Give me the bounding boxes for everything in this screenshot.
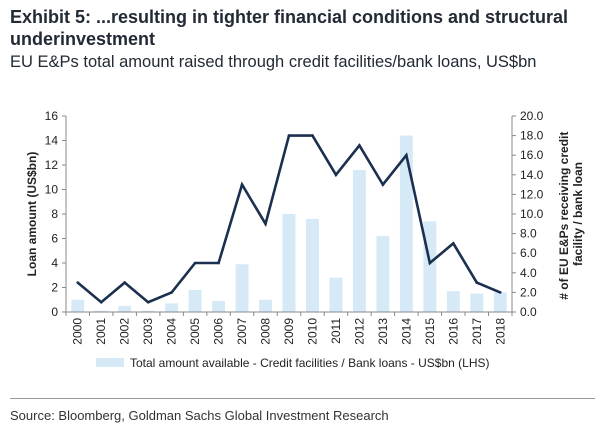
x-tick-label: 2008 — [259, 318, 273, 345]
line-layer — [76, 134, 502, 304]
line-point-2005 — [193, 261, 197, 265]
line-point-2014 — [405, 153, 408, 157]
bar-2013 — [376, 236, 390, 312]
line-point-2017 — [475, 281, 479, 284]
y-tick-label: 2 — [51, 281, 58, 295]
bar-2012 — [352, 169, 366, 312]
y2-axis-label-line2: facility / bank loan — [571, 162, 585, 266]
y2-tick-label: 16.0 — [520, 148, 544, 162]
line-point-2002 — [123, 281, 126, 284]
y2-axis-label: # of EU E&Ps receiving credit facility /… — [557, 128, 585, 299]
bar-2009 — [282, 214, 296, 312]
x-tick-label: 2009 — [282, 318, 296, 345]
bar-2000 — [71, 299, 85, 312]
y-axis-label: Loan amount (US$bn) — [25, 152, 39, 277]
y-tick-label: 8 — [51, 207, 58, 221]
y2-tick-label: 8.0 — [520, 227, 537, 241]
y2-tick-label: 18.0 — [520, 129, 544, 143]
line-point-2011 — [334, 173, 338, 177]
bar-2001 — [94, 310, 108, 312]
bar-2014 — [399, 135, 413, 312]
line-point-2013 — [381, 183, 385, 186]
bar-2011 — [329, 277, 343, 312]
x-tick-label: 2012 — [352, 318, 366, 345]
x-tick-label: 2004 — [165, 318, 179, 345]
x-tick-label: 2018 — [493, 318, 507, 345]
bar-2007 — [235, 264, 249, 312]
y-tick-label: 4 — [51, 256, 58, 270]
divider — [10, 398, 595, 399]
y-tick-label: 0 — [51, 305, 58, 319]
x-tick-label: 2001 — [94, 318, 108, 345]
line-point-2012 — [358, 144, 361, 147]
x-tick-label: 2006 — [212, 318, 226, 345]
bars-layer — [71, 135, 507, 312]
y2-tick-label: 6.0 — [520, 246, 537, 260]
legend-label: Total amount available - Credit faciliti… — [130, 356, 490, 370]
bar-2006 — [212, 300, 226, 312]
bar-2010 — [306, 218, 319, 312]
y-tick-label: 10 — [45, 183, 59, 197]
line-point-2001 — [99, 300, 103, 304]
bar-2016 — [446, 291, 460, 312]
x-tick-label: 2014 — [399, 318, 413, 345]
line-point-2015 — [428, 261, 432, 265]
line-point-2004 — [170, 291, 173, 294]
bar-2015 — [423, 221, 437, 312]
y2-tick-label: 12.0 — [520, 187, 544, 201]
line-point-2018 — [498, 291, 502, 294]
y-tick-label: 6 — [51, 232, 58, 246]
x-tick-label: 2011 — [329, 318, 343, 344]
legend-swatch — [96, 358, 124, 367]
chart-title: Exhibit 5: ...resulting in tighter finan… — [10, 7, 569, 49]
line-point-2007 — [240, 183, 244, 186]
y2-tick-label: 4.0 — [520, 266, 537, 280]
bar-2002 — [118, 305, 132, 312]
y-tick-label: 14 — [45, 134, 59, 148]
line-point-2008 — [264, 222, 267, 226]
bar-2005 — [188, 289, 202, 312]
y2-tick-label: 10.0 — [520, 207, 544, 221]
x-tick-label: 2013 — [376, 318, 390, 345]
y-tick-label: 12 — [45, 158, 59, 172]
x-tick-label: 2017 — [470, 318, 484, 345]
y2-tick-label: 2.0 — [520, 285, 537, 299]
bar-2017 — [470, 293, 484, 312]
bar-2004 — [165, 303, 179, 312]
line-point-2003 — [146, 300, 150, 304]
line-point-2006 — [217, 261, 220, 265]
line-point-2000 — [76, 281, 80, 284]
bar-2003 — [141, 310, 155, 312]
x-tick-label: 2016 — [446, 318, 460, 345]
x-tick-label: 2005 — [188, 318, 202, 345]
chart-area: 0 2 4 6 8 10 12 14 16 0.0 2.0 4.0 6.0 8.0 10.0 12.0 14.0… — [25, 109, 585, 370]
x-tick-label: 2000 — [71, 318, 85, 345]
x-tick-label: 2003 — [141, 318, 155, 345]
bar-2008 — [259, 299, 272, 312]
y2-tick-label: 20.0 — [520, 109, 544, 123]
source-note: Source: Bloomberg, Goldman Sachs Global … — [10, 408, 389, 423]
y2-axis-label-line1: # of EU E&Ps receiving credit — [557, 132, 571, 300]
x-tick-label: 2002 — [118, 318, 132, 345]
line-point-2010 — [311, 134, 314, 137]
y2-tick-label: 0.0 — [520, 305, 537, 319]
ticks-layer: 0 2 4 6 8 10 12 14 16 0.0 2.0 4.0 6.0 8.0 10.0 12.0 14.0… — [45, 109, 544, 345]
bar-2018 — [493, 292, 507, 312]
x-tick-label: 2010 — [305, 318, 319, 345]
x-tick-label: 2007 — [235, 318, 249, 345]
y2-tick-label: 14.0 — [520, 168, 544, 182]
x-tick-label: 2015 — [423, 318, 437, 345]
line-point-2016 — [452, 242, 455, 245]
y-tick-label: 16 — [45, 109, 59, 123]
chart-subtitle: EU E&Ps total amount raised through cred… — [10, 53, 537, 71]
line-point-2009 — [287, 134, 291, 137]
